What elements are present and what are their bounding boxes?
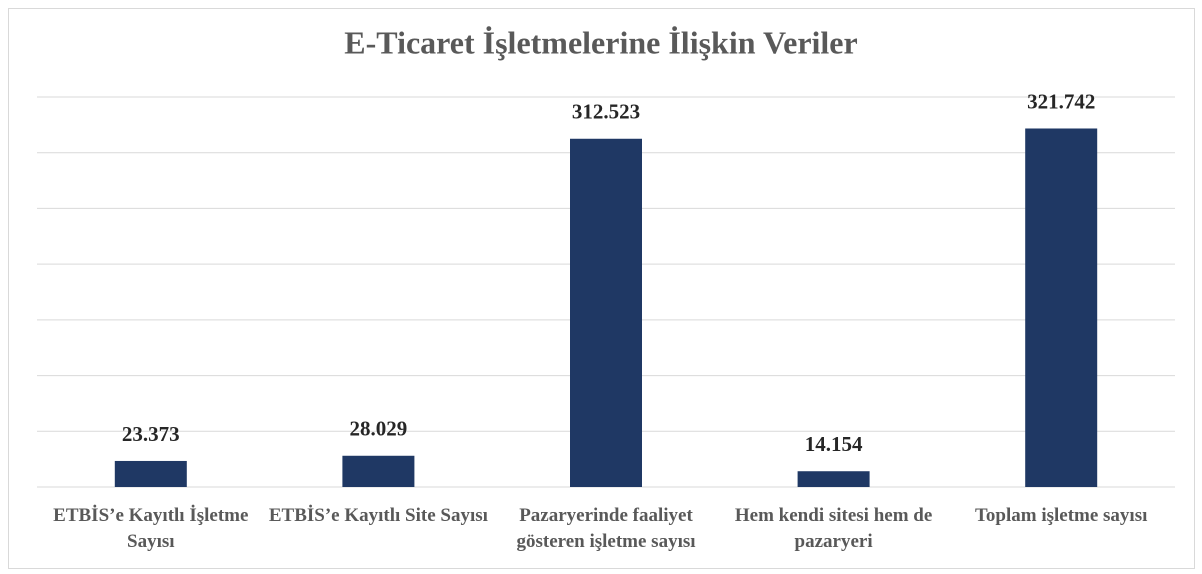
x-tick-label: ETBİS’e Kayıtlı İşletme Sayısı: [53, 505, 249, 552]
x-tick-label: Pazaryerinde faaliyet gösteren işletme s…: [516, 505, 696, 552]
data-label: 321.742: [1027, 89, 1095, 113]
data-label: 28.029: [350, 417, 408, 441]
data-label: 23.373: [122, 422, 180, 446]
x-tick-label: ETBİS’e Kayıtlı Site Sayısı: [268, 505, 488, 526]
bar: [570, 138, 642, 488]
chart-title: E-Ticaret İşletmelerine İlişkin Veriler: [344, 24, 857, 60]
bar: [114, 460, 187, 487]
data-label: 14.154: [805, 432, 863, 456]
x-tick-label: Toplam işletme sayısı: [974, 505, 1148, 526]
bar: [1025, 128, 1098, 487]
data-label: 312.523: [572, 100, 640, 124]
bar: [797, 471, 870, 487]
x-tick-label: Hem kendi sitesi hem de pazaryeri: [734, 505, 933, 552]
bar: [342, 455, 415, 487]
